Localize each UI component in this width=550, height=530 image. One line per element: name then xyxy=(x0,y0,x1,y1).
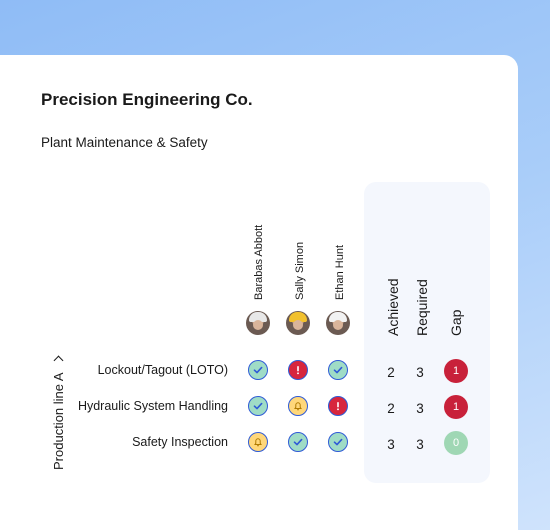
group-toggle[interactable]: Production line A xyxy=(51,355,67,470)
avatar xyxy=(286,311,310,335)
achieved-count: 2 xyxy=(387,401,395,416)
required-column-header: Required xyxy=(414,279,430,336)
bell-icon[interactable] xyxy=(288,396,308,416)
skill-label: Lockout/Tagout (LOTO) xyxy=(97,363,228,377)
skill-label: Safety Inspection xyxy=(132,435,228,449)
chevron-right-icon xyxy=(53,355,63,366)
summary-panel xyxy=(364,182,490,483)
person-name: Sally Simon xyxy=(294,241,306,300)
required-count: 3 xyxy=(416,401,424,416)
check-icon[interactable] xyxy=(328,360,348,380)
company-title: Precision Engineering Co. xyxy=(41,90,253,109)
check-icon[interactable] xyxy=(248,396,268,416)
gap-badge: 0 xyxy=(444,431,468,455)
bell-icon[interactable] xyxy=(248,432,268,452)
person-name: Barabas Abbott xyxy=(253,224,265,300)
gap-column-header: Gap xyxy=(448,309,464,336)
gap-badge: 1 xyxy=(444,395,468,419)
skill-label: Hydraulic System Handling xyxy=(77,399,228,413)
required-count: 3 xyxy=(416,365,424,380)
page-subtitle: Plant Maintenance & Safety xyxy=(41,135,208,150)
achieved-count: 2 xyxy=(387,365,395,380)
group-label: Production line A xyxy=(51,372,66,470)
avatar xyxy=(246,311,270,335)
check-icon[interactable] xyxy=(328,432,348,452)
achieved-count: 3 xyxy=(387,437,395,452)
exclamation-icon[interactable] xyxy=(288,360,308,380)
required-count: 3 xyxy=(416,437,424,452)
avatar xyxy=(326,311,350,335)
gap-badge: 1 xyxy=(444,359,468,383)
check-icon[interactable] xyxy=(248,360,268,380)
achieved-column-header: Achieved xyxy=(385,278,401,336)
exclamation-icon[interactable] xyxy=(328,396,348,416)
person-name: Ethan Hunt xyxy=(334,244,346,300)
check-icon[interactable] xyxy=(288,432,308,452)
